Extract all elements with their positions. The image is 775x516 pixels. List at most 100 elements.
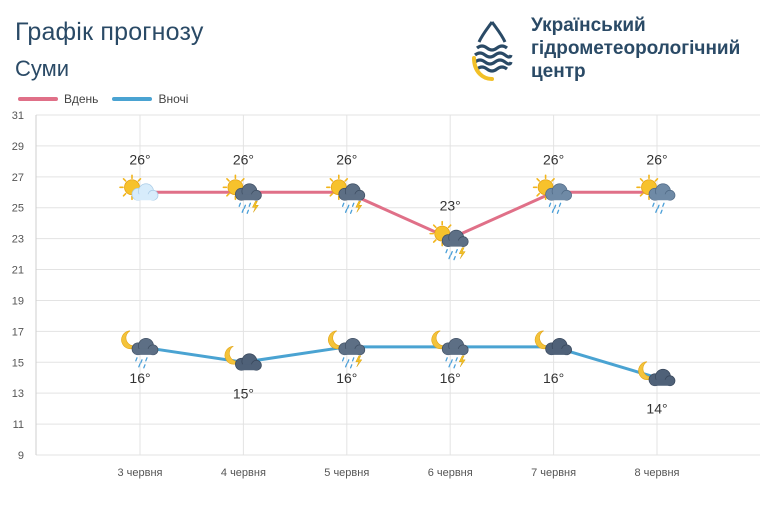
rain-drop (246, 209, 250, 214)
y-tick-label: 15 (12, 357, 24, 369)
rain-drop (349, 209, 353, 214)
moon-cloud-icon (534, 330, 572, 356)
cloud-base (340, 194, 363, 201)
data-label-day: 26° (233, 151, 254, 167)
rain-drop (341, 202, 345, 207)
cloud-shape (131, 183, 159, 201)
data-label-day: 26° (129, 151, 150, 167)
y-tick-label: 19 (12, 295, 24, 307)
rain-drop (657, 204, 660, 209)
y-tick-label: 21 (12, 265, 24, 277)
sun-ray (432, 239, 437, 243)
legend-swatch-day (18, 97, 58, 101)
rain-drops (341, 357, 355, 369)
sun-ray (226, 177, 230, 182)
sun-ray (536, 177, 541, 182)
x-tick-label: 3 червня (117, 467, 162, 479)
org-name-line2: гідрометеорологічний (531, 38, 741, 59)
sun-ray (536, 192, 541, 197)
sun-cloud-icon (119, 174, 159, 201)
rain-drop (450, 359, 453, 364)
sun-cloud-rain-icon (532, 174, 572, 214)
cloud-base (547, 348, 570, 355)
rain-drop (346, 204, 350, 209)
moon-cloud-icon (224, 345, 262, 371)
rain-drop (662, 202, 665, 207)
legend-swatch-night (112, 97, 153, 101)
data-label-night: 16° (129, 370, 150, 386)
y-tick-label: 11 (13, 419, 24, 431)
rain-drop (344, 363, 348, 368)
cloud-base (134, 348, 156, 355)
x-tick-label: 5 червня (324, 467, 369, 479)
sun-cloud-rain-thunder-icon (222, 174, 262, 214)
rain-drop (450, 250, 453, 256)
sun-ray (344, 177, 349, 182)
series-line-day (140, 190, 657, 241)
rain-drop (140, 359, 143, 364)
rain-drop (445, 357, 448, 362)
y-tick-label: 25 (12, 203, 24, 215)
rain-drop (145, 357, 148, 362)
sun-ray (447, 224, 452, 229)
rain-drops (238, 202, 252, 214)
cloud-base (237, 364, 260, 371)
water-drop-logo-icon (472, 21, 513, 81)
rain-drop (243, 204, 247, 209)
data-label-night: 15° (233, 385, 254, 401)
cloud-shape (235, 353, 262, 371)
rain-drop (346, 359, 350, 364)
y-tick-label: 31 (12, 110, 24, 122)
sun-ray (329, 177, 334, 182)
lightning-bolt (251, 201, 259, 213)
data-label-night: 16° (543, 370, 564, 386)
cloud-shape (131, 337, 159, 356)
sun-ray (432, 224, 437, 229)
rain-drops (652, 202, 665, 214)
rain-drop (238, 202, 242, 207)
legend-item-night[interactable]: Вночі (112, 92, 188, 106)
cloud-shape (441, 229, 469, 247)
cloud-shape (441, 337, 469, 356)
lightning-bolt (458, 247, 466, 259)
chart-legend: Вдень Вночі (18, 92, 202, 106)
sun-ray (122, 177, 127, 182)
sun-ray (137, 177, 142, 182)
sun-cloud-rain-thunder-icon (429, 220, 469, 261)
legend-label-day: Вдень (64, 92, 99, 106)
rain-drop (660, 209, 663, 214)
rain-drop (344, 208, 348, 213)
cloud-shape (545, 337, 572, 356)
rain-drop (553, 204, 557, 209)
sun-ray (329, 192, 334, 197)
rain-drop (448, 254, 451, 260)
rain-drop (351, 202, 355, 207)
y-tick-label: 9 (18, 450, 24, 462)
rain-drop (445, 248, 448, 254)
sun-ray (639, 192, 644, 197)
rain-drop (138, 363, 141, 368)
cloud-shape (648, 183, 676, 201)
legend-item-day[interactable]: Вдень (18, 92, 98, 106)
data-label-night: 16° (336, 370, 357, 386)
cloud-base (444, 240, 467, 247)
sun-cloud-rain-thunder-icon (325, 174, 366, 214)
cloud-shape (648, 368, 676, 387)
rain-drops (445, 357, 458, 369)
x-tick-label: 8 червня (634, 467, 679, 479)
sun-ray (226, 192, 230, 197)
page-title: Графік прогнозу (15, 18, 204, 46)
sun-ray (639, 177, 644, 182)
rain-drop (652, 202, 655, 207)
data-label-day: 26° (336, 151, 357, 167)
y-tick-label: 27 (12, 172, 24, 184)
rain-drop (655, 208, 658, 213)
rain-drop (558, 202, 562, 207)
cloud-base (340, 348, 363, 355)
rain-drop (143, 364, 146, 369)
cloud-shape (545, 183, 572, 201)
rain-drop (453, 255, 456, 261)
cloud-shape (235, 183, 262, 201)
rain-drop (455, 248, 458, 254)
